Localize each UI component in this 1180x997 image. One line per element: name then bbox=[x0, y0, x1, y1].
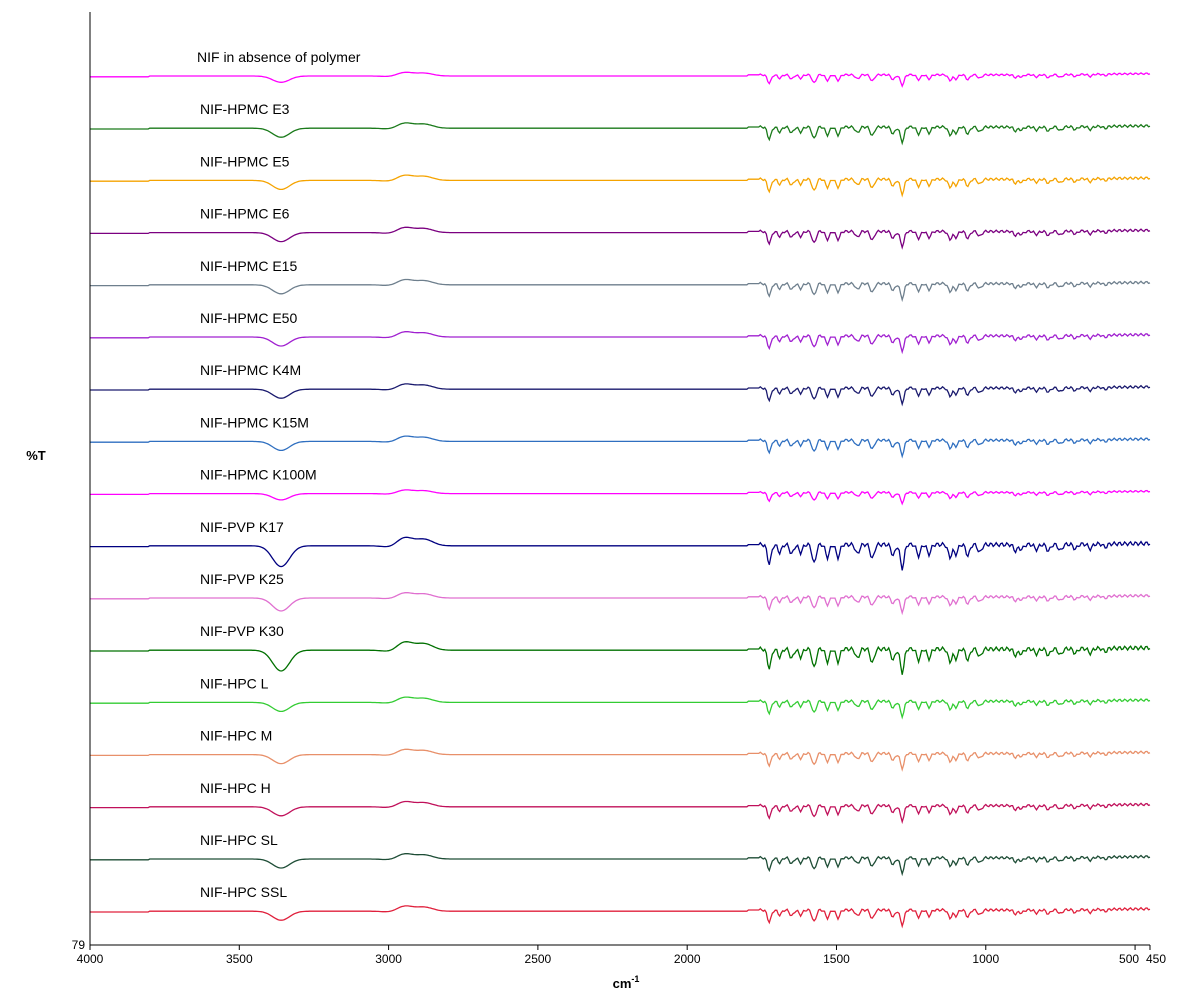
x-tick-label: 3000 bbox=[375, 952, 402, 966]
spectrum-line bbox=[90, 174, 1151, 198]
series-label: NIF-HPMC E15 bbox=[200, 258, 297, 274]
series-label: NIF-HPMC K100M bbox=[200, 467, 317, 483]
spectrum-line bbox=[90, 331, 1151, 355]
series-label: NIF-HPMC E50 bbox=[200, 310, 297, 326]
series-labels-group: NIF in absence of polymer NIF-HPMC E3 NIF-… bbox=[197, 49, 361, 900]
spectrum-line bbox=[90, 435, 1151, 459]
spectrum-line bbox=[90, 696, 1151, 720]
spectrum-line bbox=[90, 226, 1151, 250]
x-axis-title-base: cm bbox=[613, 976, 632, 991]
series-label: NIF in absence of polymer bbox=[197, 49, 361, 65]
spectrum-line bbox=[90, 800, 1151, 825]
y-tick-label: 79 bbox=[72, 938, 86, 952]
spectrum-line bbox=[90, 383, 1151, 407]
series-label: NIF-HPC H bbox=[200, 780, 271, 796]
x-tick-label: 2500 bbox=[525, 952, 552, 966]
x-axis-title-sup: -1 bbox=[631, 974, 639, 984]
series-label: NIF-HPC SL bbox=[200, 832, 278, 848]
spectrum-line bbox=[90, 71, 1151, 88]
series-label: NIF-HPC M bbox=[200, 728, 272, 744]
x-tick-label: 2000 bbox=[674, 952, 701, 966]
spectrum-line bbox=[90, 853, 1151, 877]
x-ticks-group: 4000 3500 3000 2500 2000 1500 1000 500 450 bbox=[77, 945, 1166, 966]
spectrum-line bbox=[90, 592, 1151, 616]
traces-group bbox=[90, 71, 1151, 929]
x-tick-label: 450 bbox=[1146, 952, 1166, 966]
series-label: NIF-PVP K25 bbox=[200, 571, 284, 587]
x-tick-label: 1000 bbox=[972, 952, 999, 966]
spectrum-line bbox=[90, 536, 1151, 571]
series-label: NIF-HPMC E3 bbox=[200, 101, 290, 117]
y-axis-title: %T bbox=[26, 448, 46, 463]
x-tick-label: 1500 bbox=[823, 952, 850, 966]
spectrum-line bbox=[90, 489, 1151, 506]
spectrum-line bbox=[90, 905, 1151, 929]
spectrum-line bbox=[90, 278, 1151, 303]
x-tick-label: 4000 bbox=[77, 952, 104, 966]
axes-group: 4000 3500 3000 2500 2000 1500 1000 500 450 79 %T… bbox=[26, 12, 1166, 991]
series-label: NIF-HPMC E6 bbox=[200, 206, 290, 222]
spectrum-line bbox=[90, 122, 1151, 146]
series-label: NIF-HPC L bbox=[200, 675, 269, 691]
x-axis-title: cm-1 bbox=[613, 974, 640, 991]
spectrum-line bbox=[90, 748, 1151, 772]
series-label: NIF-PVP K30 bbox=[200, 623, 284, 639]
series-label: NIF-PVP K17 bbox=[200, 519, 284, 535]
series-label: NIF-HPMC K4M bbox=[200, 362, 301, 378]
series-label: NIF-HPC SSL bbox=[200, 884, 287, 900]
x-tick-label: 3500 bbox=[226, 952, 253, 966]
series-label: NIF-HPMC K15M bbox=[200, 414, 309, 430]
spectrum-line bbox=[90, 641, 1151, 675]
x-tick-label: 500 bbox=[1119, 952, 1139, 966]
series-label: NIF-HPMC E5 bbox=[200, 153, 290, 169]
